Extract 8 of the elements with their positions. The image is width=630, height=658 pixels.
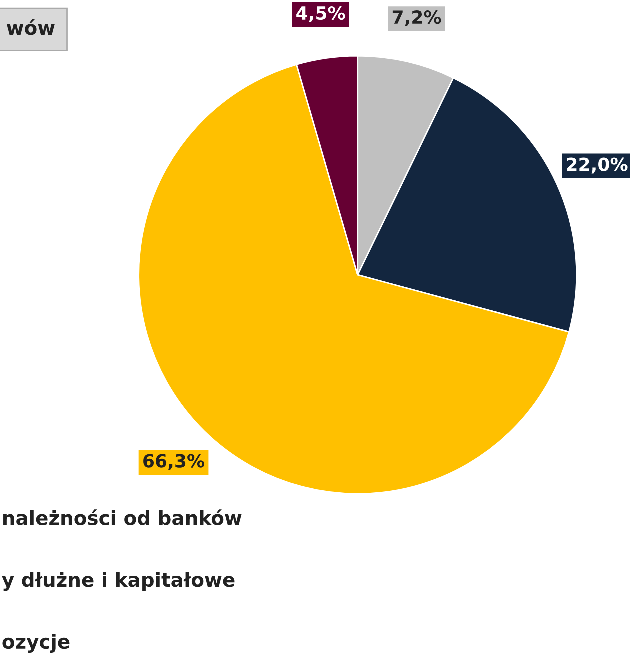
data-label: 7,2%: [392, 10, 442, 26]
data-label: 66,3%: [144, 454, 205, 470]
data-label: 22,0%: [567, 158, 628, 174]
text: ozycje: [2, 634, 70, 654]
text: należności od banków: [4, 510, 242, 526]
text: y dłużne i kapitałowe: [2, 572, 235, 592]
data-label: 4,5%: [296, 6, 346, 22]
text: wów: [6, 19, 55, 36]
